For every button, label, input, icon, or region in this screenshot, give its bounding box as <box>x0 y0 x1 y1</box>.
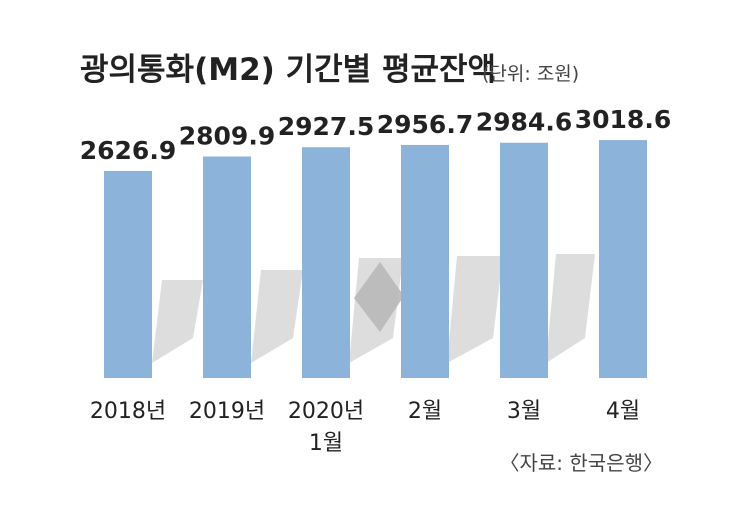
source-label: 〈자료: 한국은행〉 <box>500 451 664 475</box>
bar <box>104 170 152 378</box>
bar <box>203 156 251 378</box>
bars <box>104 140 647 378</box>
category-label: 3월 <box>507 399 541 424</box>
category-label: 4월 <box>606 399 640 424</box>
value-label: 2927.5 <box>278 112 374 141</box>
category-label: 2020년 <box>288 399 364 424</box>
shadow-ribbon-segment <box>152 280 203 363</box>
bar <box>500 142 548 378</box>
chart-title: 광의통화(M2) 기간별 평균잔액 <box>80 52 496 88</box>
category-label: 2018년 <box>90 399 166 424</box>
value-label: 2809.9 <box>179 122 275 151</box>
bar <box>302 147 350 378</box>
value-label: 2626.9 <box>80 136 176 165</box>
unit-label: (단위: 조원) <box>482 63 579 85</box>
category-label: 1월 <box>309 431 343 456</box>
bar <box>599 140 647 378</box>
shadow-ribbon-segment <box>447 256 503 363</box>
value-label: 3018.6 <box>575 105 671 134</box>
value-label: 2984.6 <box>476 108 572 137</box>
value-labels: 2626.9 2809.9 2927.5 2956.7 2984.6 3018.6 <box>80 105 671 165</box>
value-label: 2956.7 <box>377 110 473 139</box>
category-label: 2019년 <box>189 399 265 424</box>
shadow-ribbon-segment <box>251 270 303 363</box>
bar <box>401 144 449 378</box>
shadow-overlap <box>354 262 404 332</box>
category-label: 2월 <box>408 399 442 424</box>
decorative-shadow-ribbon <box>152 254 595 363</box>
shadow-ribbon-segment <box>546 254 595 363</box>
category-labels: 2018년 2019년 2020년 1월 2월 3월 4월 <box>90 399 640 456</box>
